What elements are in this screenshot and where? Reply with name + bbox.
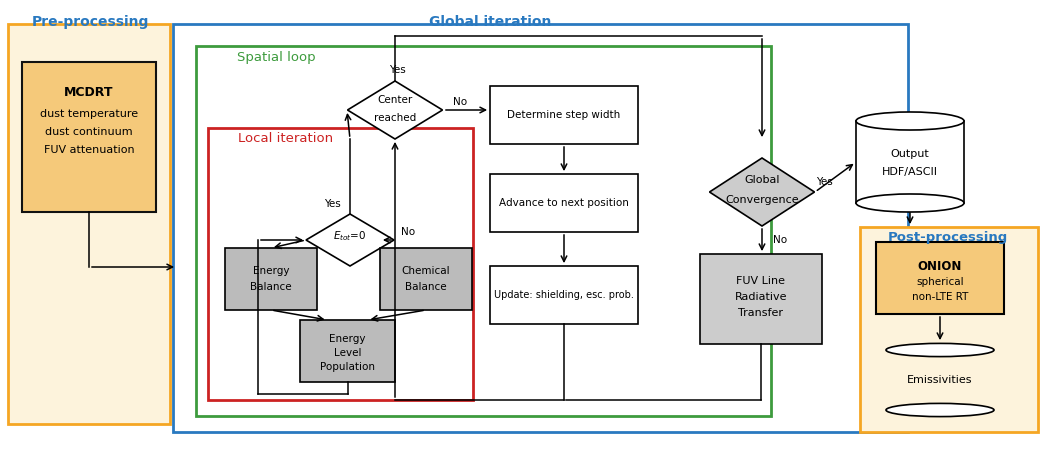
Text: non-LTE RT: non-LTE RT bbox=[912, 292, 968, 302]
Text: Yes: Yes bbox=[816, 177, 833, 187]
Text: FUV Line: FUV Line bbox=[737, 276, 786, 286]
Bar bbox=[8, 24, 170, 424]
Polygon shape bbox=[306, 214, 394, 266]
Text: Global: Global bbox=[744, 175, 780, 185]
Text: Convergence: Convergence bbox=[725, 195, 798, 205]
Text: Post-processing: Post-processing bbox=[888, 231, 1008, 243]
Bar bbox=[876, 242, 1004, 314]
Bar bbox=[22, 62, 156, 212]
Text: Center: Center bbox=[377, 95, 413, 105]
Text: Spatial loop: Spatial loop bbox=[237, 50, 316, 63]
Ellipse shape bbox=[886, 403, 994, 417]
Text: dust temperature: dust temperature bbox=[40, 109, 138, 119]
Bar bbox=[700, 254, 822, 344]
Bar bbox=[886, 350, 994, 410]
Text: Energy: Energy bbox=[329, 334, 366, 344]
Text: Population: Population bbox=[320, 362, 375, 372]
Text: Yes: Yes bbox=[389, 65, 405, 75]
Polygon shape bbox=[348, 81, 442, 139]
Text: Advance to next position: Advance to next position bbox=[500, 198, 629, 208]
Text: No: No bbox=[401, 227, 415, 237]
Text: Determine step width: Determine step width bbox=[508, 110, 621, 120]
Bar bbox=[860, 227, 1038, 432]
Ellipse shape bbox=[856, 112, 963, 130]
Text: No: No bbox=[773, 235, 787, 245]
Bar bbox=[196, 46, 771, 416]
Text: ONION: ONION bbox=[918, 260, 962, 273]
Bar bbox=[490, 86, 638, 144]
Text: Balance: Balance bbox=[250, 282, 292, 292]
Bar bbox=[380, 248, 472, 310]
Polygon shape bbox=[710, 158, 814, 226]
Bar bbox=[173, 24, 908, 432]
Text: Update: shielding, esc. prob.: Update: shielding, esc. prob. bbox=[494, 290, 634, 300]
Ellipse shape bbox=[856, 194, 963, 212]
Text: dust continuum: dust continuum bbox=[45, 127, 133, 137]
Text: Energy: Energy bbox=[253, 266, 289, 276]
Text: FUV attenuation: FUV attenuation bbox=[44, 145, 135, 155]
Text: Level: Level bbox=[333, 348, 362, 358]
Bar bbox=[490, 266, 638, 324]
Bar bbox=[856, 121, 963, 203]
Text: Emissivities: Emissivities bbox=[907, 375, 973, 385]
Text: reached: reached bbox=[374, 113, 416, 123]
Bar bbox=[300, 320, 395, 382]
Text: Radiative: Radiative bbox=[735, 292, 787, 302]
Bar bbox=[490, 174, 638, 232]
Text: Local iteration: Local iteration bbox=[238, 133, 333, 146]
Text: Chemical: Chemical bbox=[401, 266, 450, 276]
Text: MCDRT: MCDRT bbox=[64, 85, 114, 98]
Bar bbox=[208, 128, 473, 400]
Text: Global iteration: Global iteration bbox=[428, 15, 551, 29]
Text: spherical: spherical bbox=[916, 277, 963, 287]
Text: No: No bbox=[452, 97, 467, 107]
Text: Balance: Balance bbox=[405, 282, 447, 292]
Text: HDF/ASCII: HDF/ASCII bbox=[882, 167, 938, 177]
Text: Transfer: Transfer bbox=[739, 308, 784, 318]
Ellipse shape bbox=[886, 343, 994, 357]
Text: Yes: Yes bbox=[324, 199, 341, 209]
Text: Output: Output bbox=[890, 149, 929, 159]
Text: Pre-processing: Pre-processing bbox=[31, 15, 148, 29]
Text: $E_{tot}$=0: $E_{tot}$=0 bbox=[333, 229, 367, 243]
Bar bbox=[225, 248, 317, 310]
